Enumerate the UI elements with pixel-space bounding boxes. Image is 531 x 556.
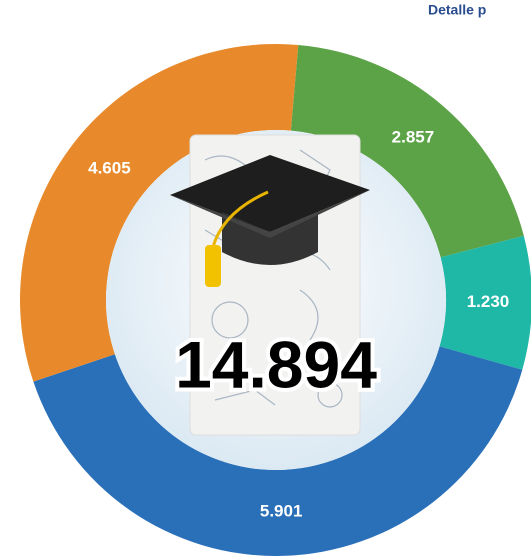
donut-slice (439, 235, 531, 370)
center-image (106, 130, 446, 470)
chart-title: Detalle p (428, 2, 486, 18)
value-label: 4.605 (88, 158, 131, 177)
donut-slice (20, 43, 299, 382)
center-total: 14.894 (175, 327, 377, 401)
donut-slice (33, 346, 523, 556)
donut-slice (290, 44, 524, 258)
value-label: 1.230 (467, 292, 510, 311)
value-label: 5.901 (260, 501, 303, 520)
value-label: 2.857 (392, 128, 435, 147)
